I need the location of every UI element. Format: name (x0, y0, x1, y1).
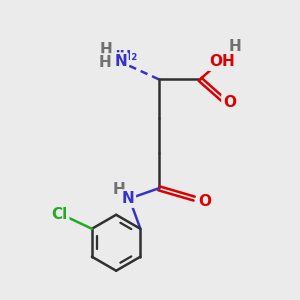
Text: OH: OH (209, 54, 235, 69)
Text: N: N (114, 54, 127, 69)
Text: N: N (122, 191, 134, 206)
Text: H: H (113, 182, 125, 197)
Text: NH₂: NH₂ (109, 49, 138, 63)
Text: H: H (100, 42, 112, 57)
Text: H: H (99, 55, 112, 70)
Text: O: O (223, 95, 236, 110)
Text: H: H (229, 39, 242, 54)
Text: Cl: Cl (51, 206, 68, 221)
Text: O: O (198, 194, 211, 209)
